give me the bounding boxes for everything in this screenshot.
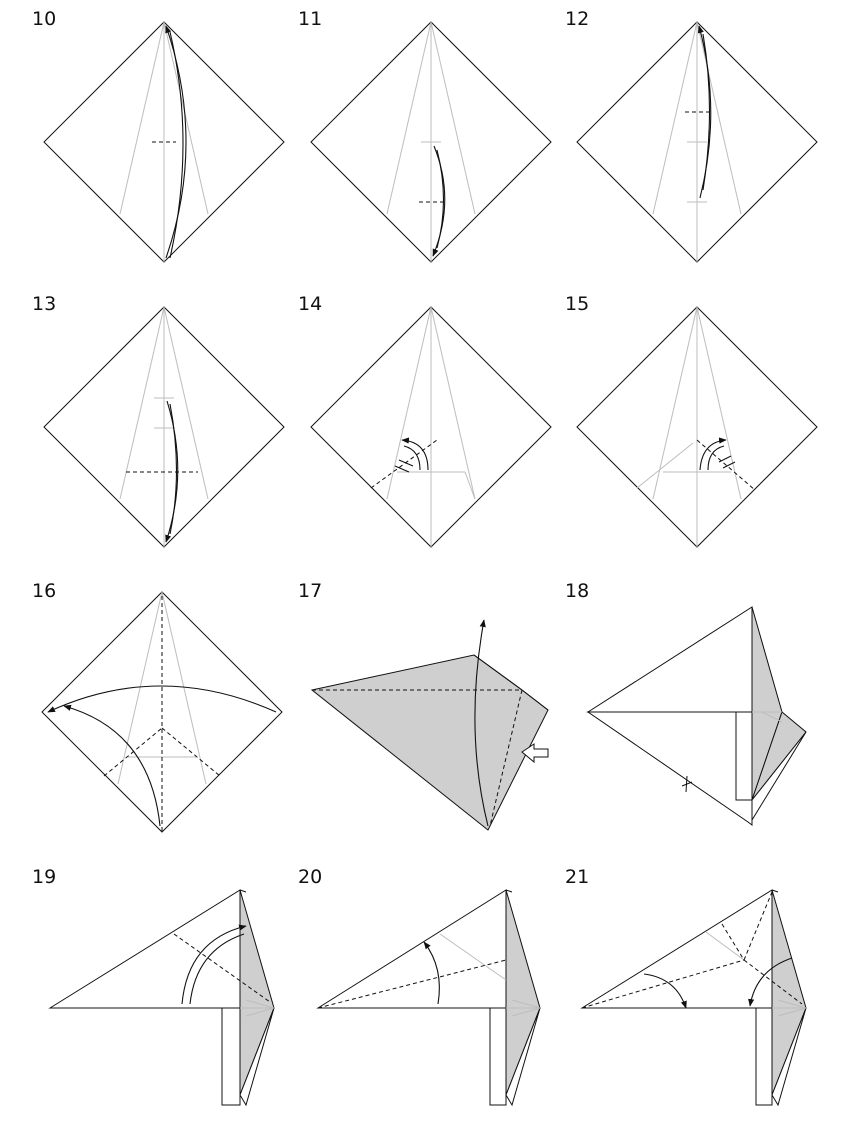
step-number-15: 15 [565,293,589,315]
step-11-diagram [311,22,551,262]
step-number-11: 11 [298,8,322,30]
step-20-diagram [318,890,540,1105]
step-number-19: 19 [32,866,56,888]
step-12-diagram [577,22,817,262]
step-number-18: 18 [565,580,589,602]
step-18-diagram [588,607,806,825]
step-17-diagram [312,620,548,830]
step-number-14: 14 [298,293,322,315]
step-19-diagram [50,890,274,1105]
step-number-13: 13 [32,293,56,315]
step-10-diagram [44,22,284,262]
step-13-diagram [44,307,284,547]
step-14-diagram [311,307,551,547]
step-15-diagram [577,307,817,547]
step-number-12: 12 [565,8,589,30]
step-number-21: 21 [565,866,589,888]
step-number-20: 20 [298,866,322,888]
step-16-diagram [42,592,282,832]
step-21-diagram [582,890,806,1105]
step-number-16: 16 [32,580,56,602]
step-number-17: 17 [298,580,322,602]
step-number-10: 10 [32,8,56,30]
